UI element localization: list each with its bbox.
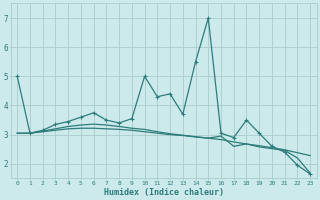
X-axis label: Humidex (Indice chaleur): Humidex (Indice chaleur) bbox=[104, 188, 224, 197]
